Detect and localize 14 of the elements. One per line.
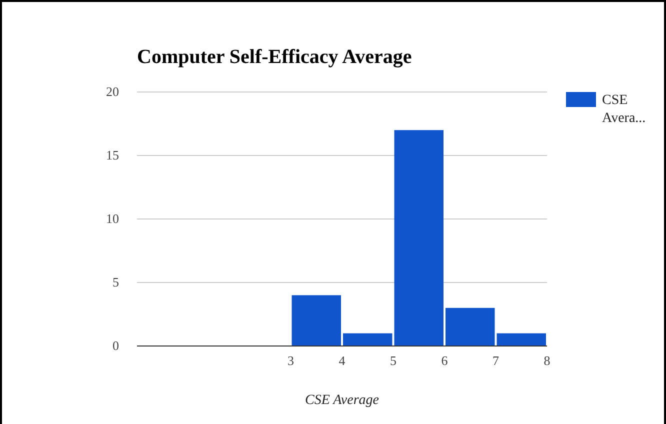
y-tick-label: 10: [106, 211, 119, 226]
x-tick-label: 3: [288, 353, 294, 368]
x-tick-label: 6: [441, 353, 448, 368]
y-tick-label: 5: [112, 274, 119, 290]
y-tick-label: 20: [106, 84, 119, 100]
x-tick-label: 5: [390, 353, 396, 368]
x-axis-title: CSE Average: [304, 393, 380, 408]
x-tick-label: 7: [492, 353, 500, 368]
legend-label: CSE Avera...: [602, 93, 646, 126]
y-tick-label: 15: [106, 148, 119, 163]
x-tick-label: 8: [544, 353, 550, 368]
y-tick-label: 0: [112, 338, 119, 354]
chart-title: Computer Self-Efficacy Average: [137, 46, 412, 68]
x-tick-label: 4: [338, 353, 346, 368]
